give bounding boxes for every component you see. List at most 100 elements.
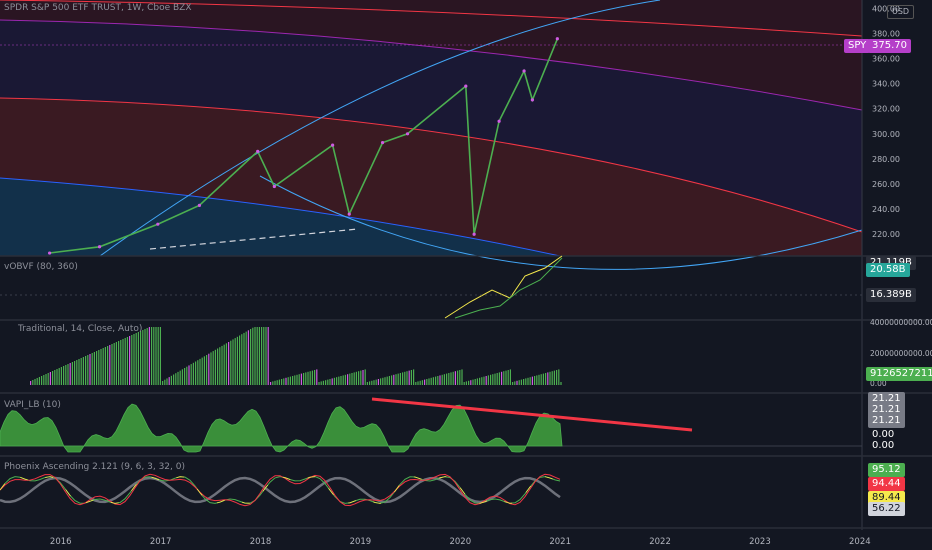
rsi-bar2-77 [439, 375, 441, 385]
rsi-bar2-118 [529, 377, 531, 385]
price-point-9 [405, 132, 410, 136]
phoenix-label-2: 94.44 [868, 477, 905, 491]
rsi-bar2-53 [386, 376, 388, 385]
price-series-line [49, 38, 559, 254]
rsi-bar2-82 [450, 372, 452, 385]
rsi-bar2-84 [454, 371, 456, 385]
rsi-bar-21 [76, 360, 78, 385]
phoenix-label-4: 56.22 [868, 502, 905, 516]
rsi-bar2-74 [432, 377, 434, 385]
rsi-bar2-114 [520, 379, 522, 385]
price-tick-7: 260.00 [872, 180, 900, 189]
rsi-bar-12 [56, 369, 58, 385]
rsi-bar2-65 [413, 369, 415, 385]
obv-title: vOBVF (80, 360) [4, 262, 78, 272]
phoenix-gray-line [0, 476, 561, 504]
rsi-bar2-7 [285, 377, 287, 385]
rsi-bar2-48 [375, 379, 377, 385]
rsi-bar2-90 [468, 380, 470, 385]
rsi-bar-103 [256, 327, 258, 385]
rsi-bar2-29 [333, 377, 335, 385]
rsi-bar2-36 [349, 373, 351, 385]
time-tick-7: 2023 [749, 537, 771, 547]
rsi-bar-40 [118, 341, 120, 385]
rsi-bar-62 [166, 378, 168, 385]
fan-zone-3 [0, 178, 560, 256]
rsi-bar2-96 [481, 377, 483, 385]
rsi-bar-5 [41, 376, 43, 385]
rsi-bar2-105 [501, 371, 503, 385]
rsi-bar2-18 [309, 371, 311, 385]
rsi-bar2-126 [547, 372, 549, 385]
rsi-bar2-73 [430, 377, 432, 385]
obv-line-a [444, 255, 563, 319]
rsi-bar-36 [109, 345, 111, 385]
rsi-bar2-57 [395, 374, 397, 385]
rsi-bar2-37 [351, 373, 353, 385]
rsi-bar-31 [98, 350, 100, 385]
rsi-bar2-32 [340, 376, 342, 385]
rsi-bar2-81 [448, 373, 450, 385]
rsi-bar-56 [153, 327, 155, 385]
rsi-bar2-56 [393, 374, 395, 385]
price-tick-4: 320.00 [872, 105, 900, 114]
rsi-bar-77 [199, 358, 201, 385]
rsi-bar-34 [104, 347, 106, 385]
rsi-bar2-60 [402, 372, 404, 385]
rsi-bar-41 [120, 340, 122, 385]
rsi-bar-57 [155, 327, 157, 385]
rsi-bar2-42 [362, 370, 364, 385]
rsi-bar-10 [52, 371, 54, 385]
price-tick-1: 380.00 [872, 29, 900, 38]
rsi-bar-49 [137, 332, 139, 385]
rsi-bar2-1 [272, 381, 274, 385]
rsi-bar2-124 [542, 373, 544, 385]
rsi-bar2-104 [498, 372, 500, 385]
last-price-badge: 375.70 [868, 39, 911, 53]
time-tick-1: 2017 [150, 537, 172, 547]
rsi-bar-101 [252, 327, 254, 385]
price-point-11 [472, 232, 476, 236]
rsi-bar-22 [78, 359, 80, 385]
rsi-tick-1: 20000000000.00 [870, 349, 932, 358]
rsi-bar2-45 [369, 381, 371, 385]
rsi-tick-2: 0.00 [870, 379, 887, 388]
rsi-bar-17 [67, 364, 69, 385]
price-point-0 [48, 251, 52, 255]
rsi-bar2-78 [441, 374, 443, 385]
rsi-bar-27 [89, 354, 91, 385]
rsi-bar-79 [203, 356, 205, 385]
rsi-bar2-43 [364, 369, 366, 385]
rsi-bar2-67 [417, 381, 419, 385]
rsi-bar2-30 [336, 377, 338, 385]
vapi-label-4: 0.00 [868, 428, 899, 442]
rsi-bar2-6 [283, 378, 285, 385]
trend-arc [99, 0, 661, 257]
rsi-bar2-123 [540, 374, 542, 385]
price-point-5 [272, 184, 276, 189]
rsi-bar-29 [93, 352, 95, 385]
rsi-bar2-41 [360, 370, 362, 385]
time-tick-4: 2020 [449, 537, 471, 547]
rsi-bar-96 [241, 334, 243, 385]
phoenix-title: Phoenix Ascending 2.121 (9, 6, 3, 32, 0) [4, 462, 185, 472]
rsi-bar2-3 [276, 380, 278, 385]
price-point-1 [97, 245, 102, 249]
fan-arc-3 [0, 97, 863, 233]
phoenix-yellow-line [0, 476, 561, 504]
rsi-bar2-102 [494, 373, 496, 385]
rsi-bar2-24 [322, 380, 324, 385]
rsi-bar-60 [162, 381, 164, 385]
rsi-bar-74 [192, 362, 194, 385]
rsi-bar-15 [63, 366, 65, 385]
rsi-bar2-79 [443, 374, 445, 385]
rsi-bar-65 [173, 374, 175, 385]
rsi-bar2-97 [483, 376, 485, 385]
rsi-bar-19 [71, 362, 73, 385]
rsi-bar-6 [43, 375, 45, 385]
rsi-bar2-75 [435, 376, 437, 385]
time-tick-0: 2016 [50, 537, 72, 547]
rsi-bar-8 [47, 373, 49, 385]
currency-button[interactable]: USD [887, 5, 915, 19]
rsi-bar2-69 [421, 380, 423, 385]
